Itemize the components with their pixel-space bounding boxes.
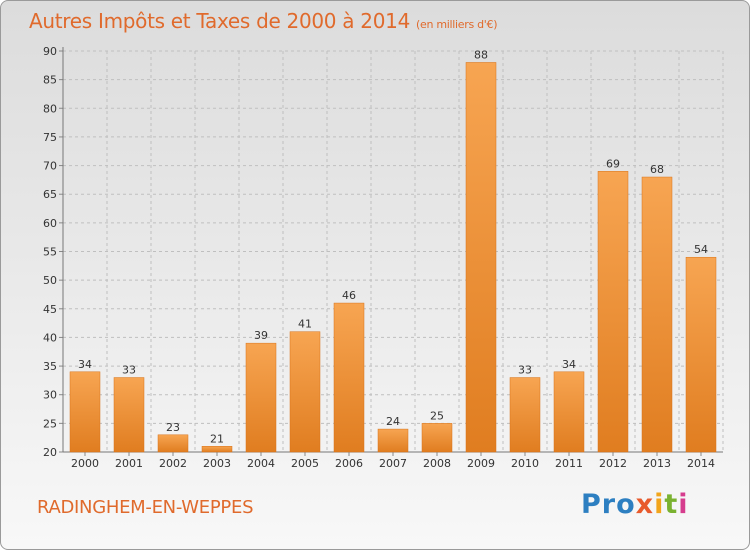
y-tick-label: 30 (43, 389, 57, 402)
bars (69, 62, 717, 453)
y-tick-label: 25 (43, 417, 57, 430)
x-tick-label: 2014 (687, 457, 715, 470)
bar (509, 377, 541, 453)
chart-title: Autres Impôts et Taxes de 2000 à 2014 (en… (29, 9, 497, 33)
bar-value-label: 88 (474, 48, 488, 61)
bar (113, 377, 145, 453)
bar (553, 371, 585, 453)
bar-value-label: 39 (254, 329, 268, 342)
bar-value-label: 21 (210, 432, 224, 445)
y-tick-label: 85 (43, 74, 57, 87)
y-tick-label: 35 (43, 360, 57, 373)
labels: 20 25 30 35 40 45 50 55 60 65 70 75 80 85 90 34 2000 33 20… (43, 45, 715, 470)
bar-value-label: 34 (562, 358, 576, 371)
x-tick-label: 2007 (379, 457, 407, 470)
logo-part: Pro (581, 489, 636, 520)
y-tick-label: 45 (43, 303, 57, 316)
logo-part: x (635, 489, 655, 520)
x-tick-label: 2003 (203, 457, 231, 470)
bar (685, 256, 717, 453)
chart-title-text: Autres Impôts et Taxes de 2000 à 2014 (29, 9, 410, 33)
proxiti-logo: Proxiti (581, 489, 689, 520)
y-tick-label: 20 (43, 446, 57, 459)
logo-part: t (664, 489, 679, 520)
bar-value-label: 46 (342, 289, 356, 302)
chart-unit: (en milliers d'€) (416, 18, 498, 31)
x-tick-label: 2004 (247, 457, 275, 470)
bar (333, 302, 365, 453)
bar-value-label: 33 (518, 364, 532, 377)
y-tick-label: 90 (43, 45, 57, 58)
bar-value-label: 23 (166, 421, 180, 434)
bar (377, 428, 409, 453)
x-tick-label: 2010 (511, 457, 539, 470)
x-tick-label: 2012 (599, 457, 627, 470)
logo-part: i (654, 489, 665, 520)
y-tick-label: 50 (43, 274, 57, 287)
bar-value-label: 68 (650, 163, 664, 176)
bar-value-label: 25 (430, 409, 444, 422)
y-tick-label: 75 (43, 131, 57, 144)
x-tick-label: 2002 (159, 457, 187, 470)
x-tick-label: 2008 (423, 457, 451, 470)
bar-value-label: 69 (606, 157, 620, 170)
bar-value-label: 41 (298, 318, 312, 331)
x-tick-label: 2001 (115, 457, 143, 470)
y-tick-label: 65 (43, 188, 57, 201)
logo-part: i (678, 489, 689, 520)
bar (157, 434, 189, 453)
bar-value-label: 34 (78, 358, 92, 371)
y-tick-label: 60 (43, 217, 57, 230)
y-tick-label: 55 (43, 246, 57, 259)
bar (289, 331, 321, 453)
bar-value-label: 54 (694, 243, 708, 256)
x-tick-label: 2005 (291, 457, 319, 470)
bar (245, 342, 277, 453)
bar (201, 446, 233, 453)
x-tick-label: 2013 (643, 457, 671, 470)
bar-value-label: 24 (386, 415, 400, 428)
bar (641, 176, 673, 453)
x-tick-label: 2011 (555, 457, 583, 470)
y-tick-label: 80 (43, 102, 57, 115)
x-tick-label: 2000 (71, 457, 99, 470)
y-tick-label: 70 (43, 160, 57, 173)
bar-value-label: 33 (122, 364, 136, 377)
bar (421, 423, 453, 453)
commune-name: RADINGHEM-EN-WEPPES (37, 497, 254, 518)
bar (465, 62, 497, 453)
x-tick-label: 2009 (467, 457, 495, 470)
bar (597, 171, 629, 453)
x-tick-label: 2006 (335, 457, 363, 470)
bar (69, 371, 101, 453)
y-tick-label: 40 (43, 331, 57, 344)
bar-chart: 20 25 30 35 40 45 50 55 60 65 70 75 80 85 90 34 2000 33 20… (43, 45, 724, 470)
